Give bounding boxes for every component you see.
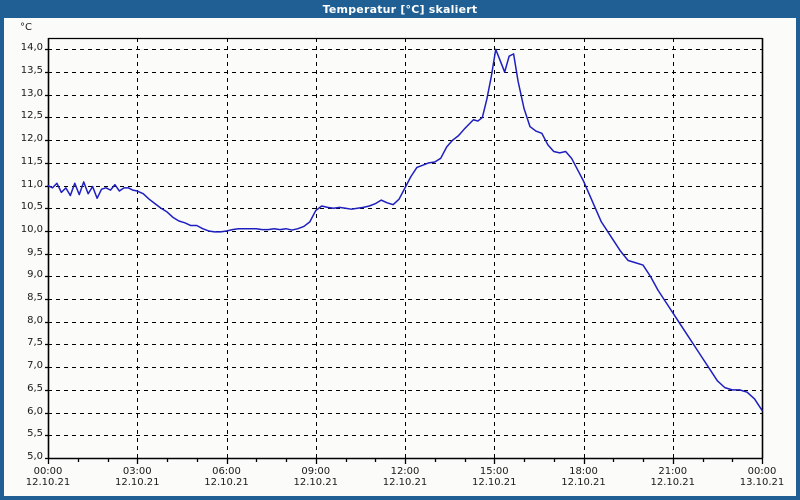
- x-axis-tick-label: 18:00 12.10.21: [549, 466, 619, 488]
- y-axis-tick-label: 10,5: [20, 201, 43, 213]
- page-title: Temperatur [°C] skaliert: [322, 2, 478, 16]
- x-axis-tick-label: 00:00 13.10.21: [727, 466, 796, 488]
- y-axis-tick-label: 14,0: [20, 42, 43, 54]
- x-axis-tick-date: 12.10.21: [650, 477, 696, 488]
- window-title-bar: Temperatur [°C] skaliert: [0, 0, 800, 18]
- x-axis-tick-time: 03:00: [122, 466, 152, 477]
- x-axis-tick-date: 12.10.21: [204, 477, 249, 488]
- x-axis-tick-date: 13.10.21: [739, 477, 785, 488]
- x-axis-tick-time: 12:00: [390, 466, 420, 477]
- x-axis-tick-date: 12.10.21: [293, 477, 339, 488]
- y-axis-tick-label: 6,5: [27, 382, 43, 394]
- x-axis-tick-time: 00:00: [747, 466, 777, 477]
- y-axis-tick-label: 8,5: [27, 292, 43, 304]
- y-axis-tick-label: 11,5: [20, 155, 43, 167]
- x-axis-tick-label: 12:00 12.10.21: [370, 466, 440, 488]
- x-axis-tick-time: 06:00: [212, 466, 241, 477]
- x-axis-tick-label: 03:00 12.10.21: [102, 466, 172, 488]
- y-axis-tick-label: 11,0: [20, 178, 43, 190]
- y-axis-tick-label: 7,5: [27, 337, 43, 349]
- x-axis-tick-time: 09:00: [301, 466, 331, 477]
- y-axis-tick-label: 13,0: [20, 87, 43, 99]
- x-axis-tick-label: 15:00 12.10.21: [459, 466, 529, 488]
- y-axis-tick-label: 5,0: [27, 451, 43, 462]
- y-axis-tick-label: 10,0: [20, 223, 43, 235]
- x-axis-tick-date: 12.10.21: [561, 477, 606, 488]
- y-axis-unit-label: °C: [20, 22, 32, 33]
- temperature-line-chart: [45, 37, 764, 464]
- plot-area-wrapper: °C 14,0 13,5 13,0 12,5 12,0 11,5 11,0 10,5 10,0 9,…: [4, 18, 796, 496]
- x-axis-tick-date: 12.10.21: [471, 477, 517, 488]
- x-axis-tick-label: 00:00 12.10.21: [13, 466, 83, 488]
- x-axis-tick-time: 15:00: [479, 466, 509, 477]
- x-axis-tick-time: 21:00: [658, 466, 688, 477]
- y-axis-tick-label: 12,0: [20, 133, 43, 145]
- chart-canvas: °C 14,0 13,5 13,0 12,5 12,0 11,5 11,0 10,5 10,0 9,…: [4, 18, 796, 496]
- x-axis-tick-time: 18:00: [569, 466, 598, 477]
- x-axis-tick-date: 12.10.21: [114, 477, 160, 488]
- x-axis-tick-date: 12.10.21: [25, 477, 71, 488]
- x-axis-tick-date: 12.10.21: [382, 477, 428, 488]
- x-axis-tick-time: 00:00: [33, 466, 63, 477]
- x-axis-tick-label: 09:00 12.10.21: [281, 466, 351, 488]
- x-axis-tick-label: 21:00 12.10.21: [638, 466, 708, 488]
- y-axis-tick-label: 12,5: [20, 110, 43, 122]
- y-axis-tick-label: 6,0: [27, 405, 43, 417]
- y-axis-tick-label: 9,0: [27, 269, 43, 281]
- temperature-series-line: [47, 48, 763, 412]
- y-axis-tick-label: 7,0: [27, 360, 43, 372]
- x-axis-tick-label: 06:00 12.10.21: [192, 466, 262, 488]
- y-axis-tick-label: 8,0: [27, 314, 43, 326]
- y-axis-tick-label: 9,5: [27, 246, 43, 258]
- y-axis-tick-label: 5,5: [27, 428, 43, 440]
- y-axis-tick-label: 13,5: [20, 65, 43, 77]
